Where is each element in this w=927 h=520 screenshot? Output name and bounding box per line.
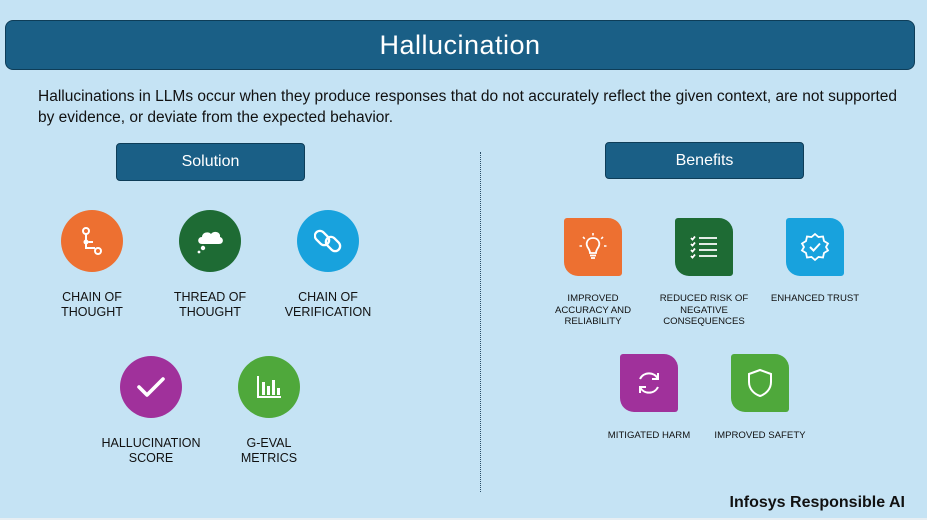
reduced-risk-badge [675,218,733,276]
solution-heading: Solution [116,143,305,181]
flow-diagram-icon [79,225,105,257]
chain-of-thought-badge [61,210,123,272]
title-banner: Hallucination [5,20,915,70]
enhanced-trust-label: ENHANCED TRUST [770,293,860,304]
lightbulb-icon [578,232,608,262]
bar-chart-icon [255,374,283,400]
checkmark-icon [135,375,167,399]
chain-of-verification-badge [297,210,359,272]
page-title: Hallucination [379,29,541,60]
reduced-risk-label: REDUCED RISK OF NEGATIVE CONSEQUENCES [659,293,749,327]
improved-safety-badge [731,354,789,412]
hallucination-score-badge [120,356,182,418]
thread-of-thought-label: THREAD OF THOUGHT [173,290,247,319]
improved-accuracy-label: IMPROVED ACCURACY AND RELIABILITY [554,293,632,327]
solution-heading-label: Solution [181,153,240,170]
thought-cloud-icon [194,227,226,255]
mitigated-harm-label: MITIGATED HARM [607,430,691,441]
benefits-heading-label: Benefits [675,151,734,169]
g-eval-metrics-badge [238,356,300,418]
bottom-border [0,518,927,520]
chain-link-icon [314,227,342,255]
g-eval-metrics-label: G-EVAL METRICS [240,436,298,465]
verified-badge-icon [800,232,830,262]
section-divider [480,152,481,492]
brand-footer: Infosys Responsible AI [729,494,905,511]
thread-of-thought-badge [179,210,241,272]
refresh-icon [634,368,664,398]
enhanced-trust-badge [786,218,844,276]
mitigated-harm-badge [620,354,678,412]
checklist-icon [689,234,719,260]
chain-of-verification-label: CHAIN OF VERIFICATION [284,290,372,319]
improved-accuracy-badge [564,218,622,276]
description-text: Hallucinations in LLMs occur when they p… [38,88,898,126]
improved-safety-label: IMPROVED SAFETY [714,430,806,441]
chain-of-thought-label: CHAIN OF THOUGHT [61,290,123,319]
shield-icon [746,368,774,398]
hallucination-score-label: HALLUCINATION SCORE [101,436,201,465]
benefits-heading: Benefits [605,142,804,179]
